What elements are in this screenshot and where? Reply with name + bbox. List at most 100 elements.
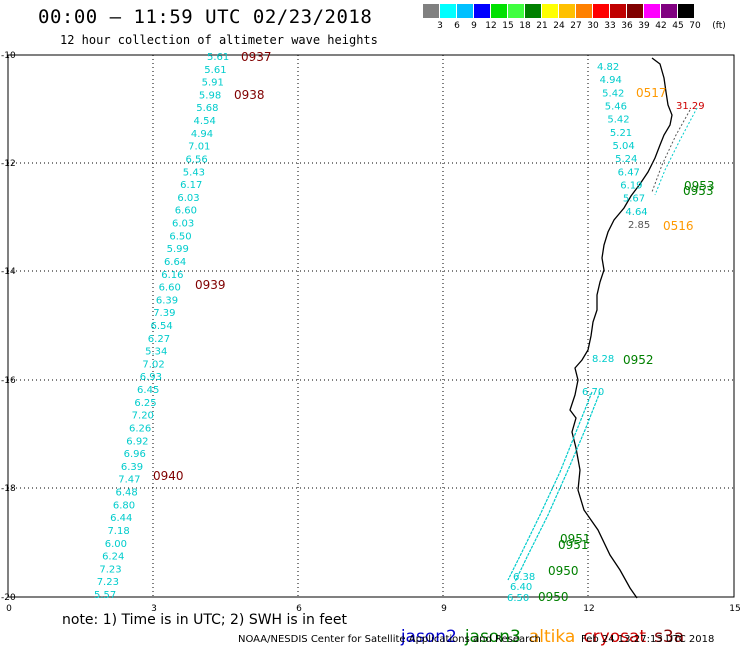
swh-value-coastal: 5.21 [610,128,632,139]
legend-jason2: jason2 [400,627,457,647]
scale-tick-label: 21 [536,21,548,31]
swh-value-west: 5.91 [202,78,224,89]
swh-value-south: 6.40 [510,582,532,593]
scale-swatch [524,4,541,18]
scale-swatch [609,4,626,18]
coastline [569,57,673,599]
swh-value-west: 4.94 [191,129,213,140]
altimeter-tracks: 5.61 5.61 5.915.98 5.68 4.54 4.94 7.016.56 5.43… [94,50,715,604]
swh-value-west: 6.26 [129,423,151,434]
time-label-0951-2: 0951 [558,538,589,552]
swh-value-west: 5.43 [183,167,205,178]
swh-value-coastal: 5.46 [605,102,627,113]
legend-altika: altika [528,627,576,647]
scale-tick-label: 18 [519,21,531,31]
scale-tick-label: 24 [553,21,565,31]
time-label-0940: 0940 [153,469,184,483]
scale-swatch [507,4,524,18]
scale-tick-label: 42 [655,21,667,31]
swh-value-west: 5.68 [196,103,218,114]
swh-value-west: 5.57 [94,590,116,601]
scale-swatch [490,4,507,18]
color-scale-labels: 3 6 9 12 15 18 21 24 27 30 33 36 39 42 45 70 (ft) [422,21,734,33]
time-label-0516: 0516 [663,219,694,233]
swh-value-coastal: 6.47 [618,167,640,178]
x-tick-label: 12 [583,604,594,614]
scale-unit-label: (ft) [712,21,726,31]
south-ground-track-2 [507,391,593,581]
timestamp: Feb 24 13:27:13 UTC 2018 [581,634,715,645]
swh-value-coastal: 5.67 [623,194,645,205]
scale-swatch [660,4,677,18]
swh-value-west: 6.00 [105,539,127,550]
y-tick-label: -12 [1,159,16,169]
swh-value-west: 4.54 [194,116,216,127]
swh-value-west: 6.45 [137,385,159,396]
swh-value-west: 6.39 [121,462,143,473]
x-tick-label: 3 [151,604,157,614]
swh-value-coastal: 4.82 [597,62,619,73]
swh-value-west: 6.93 [140,372,162,383]
scale-swatch [677,4,694,18]
y-tick-label: -16 [1,376,16,386]
time-label-0939: 0939 [195,278,226,292]
south-ground-track [514,391,601,583]
swh-value-south: 6.38 [513,572,535,583]
color-scale [422,4,694,18]
swh-value-west: 6.27 [148,334,170,345]
page-title: 00:00 – 11:59 UTC 02/23/2018 [38,6,373,28]
scale-swatch [541,4,558,18]
time-label-0953-2: 0953 [683,184,714,198]
swh-value-west: 7.47 [118,475,140,486]
scale-tick-label: 6 [454,21,460,31]
swh-value-west: 6.80 [113,500,135,511]
scale-swatch [626,4,643,18]
swh-value-west: 5.34 [145,347,167,358]
swh-value-west: 7.23 [99,564,121,575]
time-label-0950-2: 0950 [538,590,569,604]
legend-cryosat: cryosat [583,627,647,647]
y-tick-label: -18 [1,484,16,494]
swh-value-west: 6.92 [126,436,148,447]
scale-tick-label: 36 [621,21,633,31]
scale-swatch [575,4,592,18]
swh-value-coastal: 6.19 [620,181,642,192]
swh-value-west: 6.60 [175,206,197,217]
scale-swatch [456,4,473,18]
swh-value-west: 6.48 [116,488,138,499]
scale-tick-label: 15 [502,21,514,31]
scale-swatch [473,4,490,18]
swh-value-west: 5.61 [204,65,226,76]
swh-value-cryosat: 31.29 [676,101,705,112]
swh-value-west: 5.98 [199,90,221,101]
swh-value-coastal: 5.42 [607,115,629,126]
swh-value-coastal: 4.64 [625,207,647,218]
satellite-legend: jason2 jason3 altika cryosat s3a [390,607,692,647]
swh-value-west: 6.16 [161,270,183,281]
time-label-0938: 0938 [234,88,265,102]
swh-value-west: 7.39 [153,308,175,319]
scale-swatch [558,4,575,18]
gridlines [8,55,734,597]
scale-swatch [643,4,660,18]
swh-value-west: 6.24 [102,552,124,563]
scale-tick-label: 45 [672,21,684,31]
time-label-0950: 0950 [548,564,579,578]
swh-value-west: 6.56 [185,154,207,165]
swh-value-west: 6.03 [177,193,199,204]
scale-tick-label: 12 [485,21,497,31]
coastal-ground-track [654,107,698,196]
legend-jason3: jason3 [464,627,521,647]
swh-value-west: 6.96 [124,449,146,460]
scale-tick-label: 3 [437,21,443,31]
y-tick-label: -14 [1,267,16,277]
time-label-0953: 0953 [684,179,715,193]
swh-value-west: 6.17 [180,180,202,191]
x-tick-label: 0 [6,604,12,614]
time-label-0517: 0517 [636,86,667,100]
swh-value-west: 7.01 [188,142,210,153]
time-label-0937: 0937 [241,50,272,64]
scale-swatch [592,4,609,18]
swh-value-south: 8.28 [592,354,614,365]
